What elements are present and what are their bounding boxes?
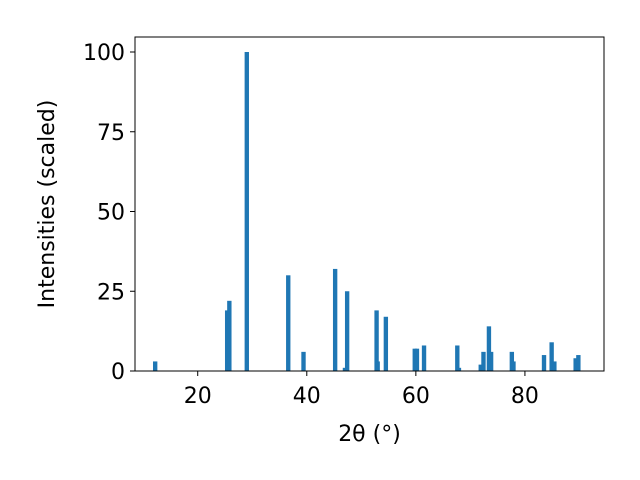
x-axis-ticks: 20 40 60 80	[184, 371, 539, 409]
bar	[481, 351, 486, 371]
bar	[332, 268, 338, 371]
bar	[576, 355, 581, 371]
bar	[374, 310, 379, 371]
bar	[488, 351, 494, 371]
x-tick-label: 80	[511, 384, 539, 409]
plot-frame	[134, 36, 605, 372]
bar	[421, 345, 427, 371]
bar	[511, 361, 516, 371]
bar	[414, 348, 420, 371]
bar	[227, 300, 232, 371]
x-tick-label: 60	[402, 384, 430, 409]
bar	[344, 291, 350, 371]
bar	[244, 52, 249, 371]
y-axis-ticks: 0 25 50 75 100	[83, 41, 135, 385]
y-tick-label: 0	[111, 360, 125, 385]
bar	[573, 358, 578, 371]
bar	[286, 275, 291, 371]
y-tick-label: 75	[97, 121, 125, 146]
y-axis-label: Intensities (scaled)	[35, 100, 60, 309]
y-tick-label: 25	[97, 280, 125, 305]
x-axis-label: 2θ (°)	[338, 422, 401, 447]
bar	[552, 361, 557, 371]
y-tick-label: 50	[97, 201, 125, 226]
bar	[549, 342, 554, 371]
bar	[375, 361, 380, 371]
bar	[486, 326, 492, 371]
bar	[383, 316, 389, 371]
bar-series	[152, 52, 581, 371]
y-tick-label: 100	[83, 41, 125, 66]
x-tick-label: 20	[184, 384, 212, 409]
bar	[541, 355, 547, 371]
bar	[152, 361, 158, 371]
bar	[456, 367, 462, 371]
x-tick-label: 40	[293, 384, 321, 409]
bar	[455, 345, 460, 371]
bar	[478, 364, 483, 371]
bar	[301, 351, 306, 371]
